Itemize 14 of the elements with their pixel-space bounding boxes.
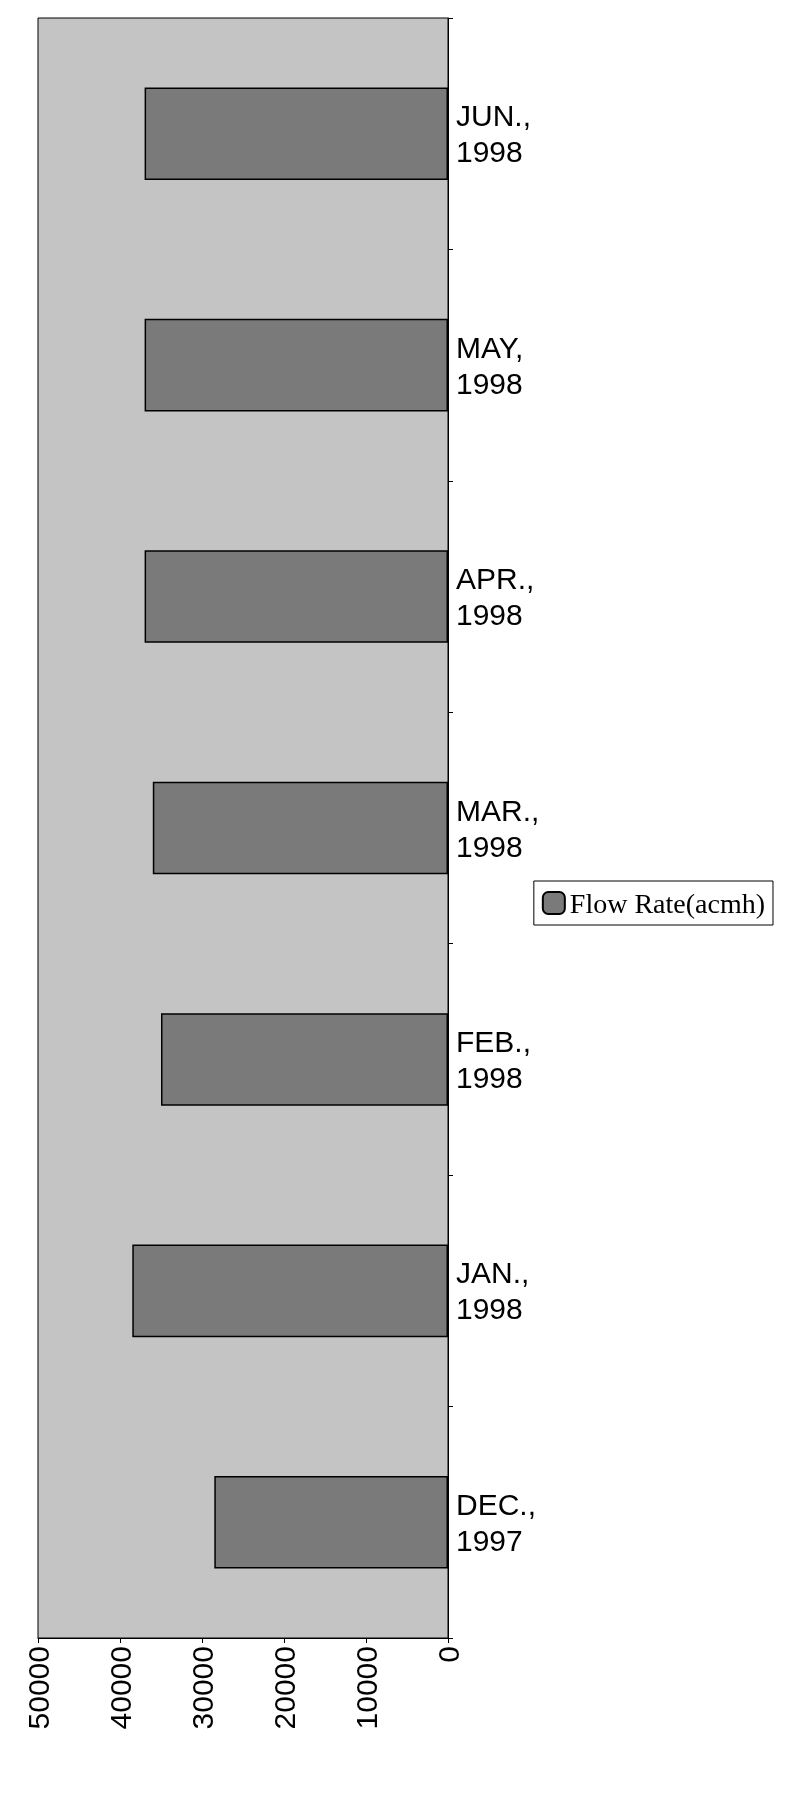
y-tick-label: MAR., 1998 — [456, 793, 540, 863]
x-tick-label: 30000 — [185, 1646, 219, 1730]
x-tick-label: 50000 — [21, 1646, 55, 1730]
x-tick-label: 0 — [431, 1646, 465, 1663]
x-tick-label: 40000 — [103, 1646, 137, 1730]
x-tick-label: 20000 — [267, 1646, 301, 1730]
y-tick-label: MAY, 1998 — [456, 330, 524, 400]
y-tick-label: DEC., 1997 — [456, 1487, 537, 1557]
legend-label: Flow Rate(acmh) — [569, 887, 766, 919]
y-tick-label: JAN., 1998 — [456, 1256, 530, 1326]
y-tick-label: JUN., 1998 — [456, 99, 531, 169]
y-tick-label: FEB., 1998 — [456, 1024, 532, 1094]
y-tick-label: APR., 1998 — [456, 562, 535, 632]
x-tick-label: 10000 — [349, 1646, 383, 1730]
